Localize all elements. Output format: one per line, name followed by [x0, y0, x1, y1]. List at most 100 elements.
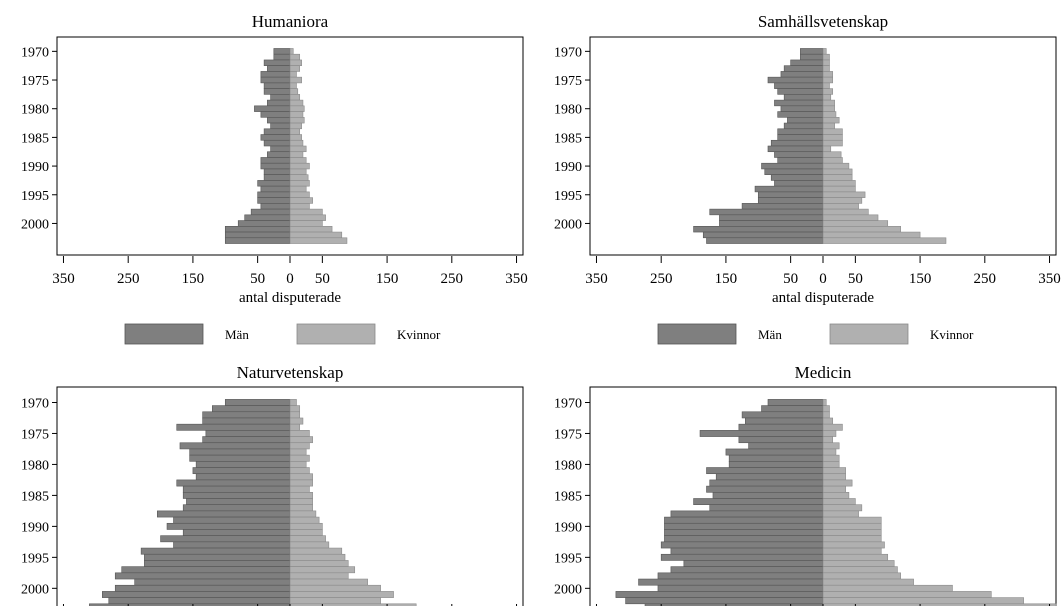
bar-men — [182, 529, 291, 536]
bar-men — [263, 139, 291, 147]
bar-men — [260, 134, 291, 141]
bar-women — [289, 82, 297, 89]
bar-men — [192, 467, 291, 475]
bar-women — [822, 492, 850, 499]
bar-women — [289, 467, 310, 475]
bar-women — [289, 94, 301, 101]
bar-women — [822, 529, 882, 536]
bar-men — [712, 492, 824, 499]
bar-women — [289, 162, 310, 170]
bar-women — [289, 134, 302, 141]
bar-men — [114, 584, 291, 592]
bar-women — [822, 547, 882, 555]
bar-women — [822, 226, 901, 233]
legend-swatch-women — [829, 323, 909, 345]
y-tick-label: 1980 — [554, 103, 582, 118]
bar-women — [289, 454, 310, 462]
bar-men — [195, 473, 291, 481]
bar-men — [625, 597, 824, 605]
plot-frame — [56, 36, 524, 256]
y-tick-label: 1990 — [554, 520, 582, 535]
bar-women — [289, 208, 323, 216]
bar-men — [257, 180, 291, 187]
bar-women — [822, 504, 863, 512]
bar-men — [267, 99, 291, 107]
bar-women — [289, 436, 313, 444]
bar-women — [822, 479, 853, 487]
bar-men — [195, 461, 291, 468]
x-tick-label: 0 — [819, 271, 827, 287]
y-tick-label: 1995 — [21, 189, 49, 204]
bar-men — [664, 535, 824, 543]
y-tick-label: 1990 — [21, 520, 49, 535]
bar-men — [260, 76, 291, 84]
x-tick-label: 50 — [315, 271, 330, 287]
bar-men — [615, 591, 824, 598]
y-tick-label: 1980 — [554, 458, 582, 473]
bar-men — [770, 139, 824, 147]
bar-women — [289, 423, 301, 431]
bar-women — [822, 191, 866, 198]
bar-women — [822, 53, 830, 61]
bar-women — [289, 498, 313, 505]
bar-women — [822, 603, 1057, 606]
bar-women — [822, 541, 885, 549]
bar-men — [757, 197, 824, 204]
bar-men — [719, 214, 824, 221]
bar-women — [822, 560, 895, 567]
bar-women — [822, 134, 843, 141]
bar-women — [289, 566, 356, 574]
x-tick-label: 350 — [585, 271, 608, 287]
bar-men — [273, 53, 291, 61]
bar-women — [289, 174, 309, 181]
bar-women — [822, 405, 830, 413]
legend-swatch-men — [124, 323, 204, 345]
bar-women — [822, 48, 827, 55]
y-tick-label: 1975 — [21, 74, 49, 89]
bar-women — [822, 516, 882, 524]
bar-men — [182, 504, 291, 512]
bar-men — [273, 48, 291, 55]
legend-swatch-women — [296, 323, 376, 345]
bar-women — [822, 399, 827, 406]
bar-women — [822, 185, 856, 193]
bar-men — [728, 461, 824, 468]
bar-women — [289, 203, 310, 210]
bar-men — [638, 578, 824, 586]
bar-women — [822, 237, 947, 244]
bar-men — [267, 151, 291, 158]
bar-women — [289, 430, 310, 437]
bar-men — [260, 71, 291, 78]
y-tick-label: 1970 — [21, 396, 49, 411]
bar-men — [237, 220, 291, 227]
bar-men — [754, 185, 824, 193]
bar-women — [289, 492, 313, 499]
bar-men — [725, 448, 824, 456]
bar-men — [108, 597, 291, 605]
bar-women — [289, 185, 307, 193]
bar-women — [289, 48, 294, 55]
bar-men — [263, 59, 291, 66]
x-tick-label: 0 — [286, 271, 294, 287]
bar-men — [664, 516, 824, 524]
bar-women — [289, 473, 313, 481]
bar-men — [777, 128, 824, 135]
y-tick-label: 1975 — [554, 427, 582, 442]
bar-men — [783, 94, 824, 101]
bar-men — [263, 168, 291, 175]
chart-title: Humaniora — [252, 12, 329, 31]
bar-men — [205, 430, 291, 437]
bar-men — [800, 53, 824, 61]
bar-women — [822, 168, 853, 175]
legend: Män Kvinnor — [124, 323, 441, 345]
bar-men — [160, 535, 291, 543]
bar-women — [822, 157, 843, 164]
bar-men — [144, 553, 291, 561]
bar-women — [822, 473, 846, 481]
bar-men — [224, 237, 291, 244]
y-tick-label: 1985 — [21, 489, 49, 504]
bar-men — [741, 203, 824, 210]
bar-women — [822, 417, 834, 425]
bar-men — [741, 411, 824, 419]
y-tick-label: 1975 — [554, 74, 582, 89]
